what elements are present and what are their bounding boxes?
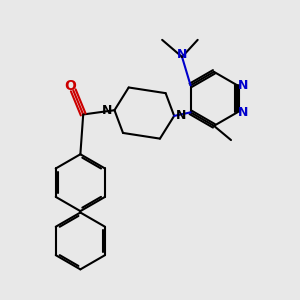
Text: N: N (238, 106, 248, 119)
Text: N: N (238, 79, 248, 92)
Text: O: O (64, 79, 76, 93)
Text: N: N (176, 110, 187, 122)
Text: N: N (102, 104, 112, 117)
Text: N: N (177, 48, 187, 61)
